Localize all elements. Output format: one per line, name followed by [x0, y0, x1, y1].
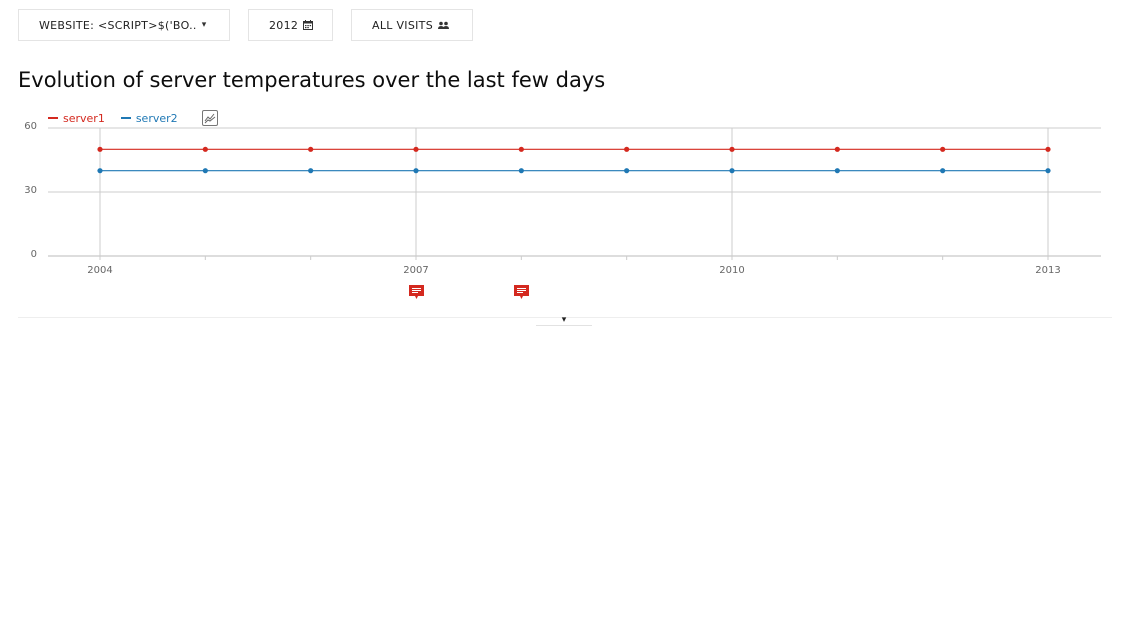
- legend-item-server1[interactable]: server1: [48, 112, 105, 125]
- legend-label: server2: [135, 111, 178, 125]
- data-point-server2: [729, 168, 735, 174]
- data-point-server1: [202, 146, 208, 152]
- legend-item-server2[interactable]: server2: [120, 111, 178, 125]
- y-tick-label: 0: [31, 249, 37, 260]
- x-tick-label: 2010: [719, 265, 744, 276]
- segment-selector[interactable]: ALL VISITS: [351, 9, 473, 41]
- expand-toggle[interactable]: ▾: [536, 316, 592, 326]
- section-divider: [18, 317, 1112, 318]
- site-selector[interactable]: WEBSITE: <SCRIPT>$('BO.. ▾: [18, 9, 230, 41]
- data-point-server1: [729, 146, 735, 152]
- data-point-server2: [308, 168, 314, 174]
- data-point-server2: [518, 168, 524, 174]
- data-point-server1: [97, 146, 103, 152]
- data-point-server1: [940, 146, 946, 152]
- y-tick-label: 60: [24, 121, 37, 132]
- caret-down-icon: ▾: [561, 315, 567, 325]
- date-selector[interactable]: 2012: [248, 9, 333, 41]
- data-point-server2: [940, 168, 946, 174]
- segment-selector-label: ALL VISITS: [372, 18, 433, 32]
- annotation-comment-icon[interactable]: [408, 284, 425, 301]
- x-tick-label: 2004: [87, 265, 112, 276]
- legend-label: server1: [63, 111, 105, 125]
- y-tick-label: 30: [24, 185, 37, 196]
- annotation-comment-icon[interactable]: [513, 284, 530, 301]
- line-chart-icon[interactable]: [201, 110, 218, 126]
- data-point-server1: [624, 146, 630, 152]
- legend-swatch: [120, 117, 131, 119]
- data-point-server2: [413, 168, 419, 174]
- caret-down-icon: ▾: [201, 20, 207, 30]
- data-point-server1: [413, 146, 419, 152]
- data-point-server2: [624, 168, 630, 174]
- data-point-server1: [834, 146, 840, 152]
- chart-legend: server1 server2: [48, 110, 218, 126]
- data-point-server2: [834, 168, 840, 174]
- data-point-server1: [1045, 146, 1051, 152]
- data-point-server2: [202, 168, 208, 174]
- data-point-server2: [97, 168, 103, 174]
- users-icon: [437, 21, 449, 30]
- page-title: Evolution of server temperatures over th…: [18, 68, 606, 92]
- data-point-server1: [308, 146, 314, 152]
- legend-swatch: [48, 117, 58, 119]
- site-selector-label: WEBSITE: <SCRIPT>$('BO..: [39, 18, 197, 32]
- line-chart: 60 30 0 2004 2007 2010 2013: [24, 121, 1101, 276]
- data-point-server2: [1045, 168, 1051, 174]
- toolbar: WEBSITE: <SCRIPT>$('BO.. ▾ 2012 ALL VISI…: [18, 9, 473, 41]
- x-tick-label: 2007: [403, 265, 428, 276]
- x-tick-label: 2013: [1035, 265, 1060, 276]
- date-selector-label: 2012: [269, 18, 299, 32]
- data-point-server1: [518, 146, 524, 152]
- calendar-icon: [303, 20, 314, 30]
